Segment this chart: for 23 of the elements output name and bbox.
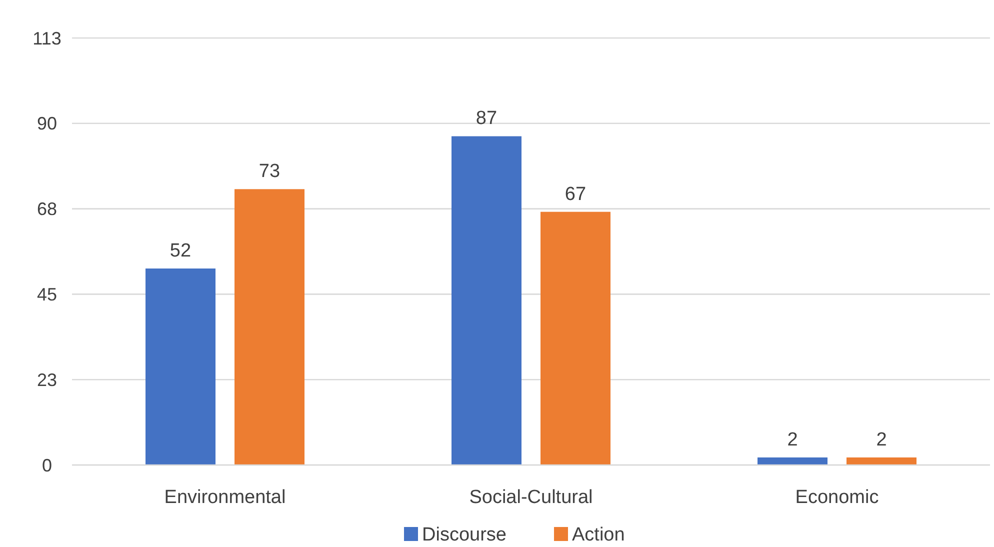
y-tick-label: 113 [32,28,62,48]
bar [146,268,216,465]
y-tick-label: 90 [36,114,58,134]
x-tick-label: Economic [795,487,879,508]
x-tick-label: Social-Cultural [469,487,593,508]
data-label: 73 [258,161,280,182]
data-label: 2 [876,429,887,450]
data-label: 87 [476,108,498,130]
data-label: 2 [787,429,798,450]
legend-label: Action [572,524,625,546]
legend-label: Discourse [422,524,506,546]
bar [452,136,522,465]
x-tick-label: Environmental [164,487,286,508]
y-tick-label: 68 [36,199,58,220]
bar [758,457,828,465]
y-tick-label: 0 [42,455,52,476]
bar [234,189,304,465]
y-tick-label: 23 [36,370,58,390]
data-label: 67 [564,184,586,205]
data-label: 52 [170,240,192,262]
bar [540,212,610,465]
y-tick-label: 45 [36,284,58,304]
bar [846,457,916,465]
